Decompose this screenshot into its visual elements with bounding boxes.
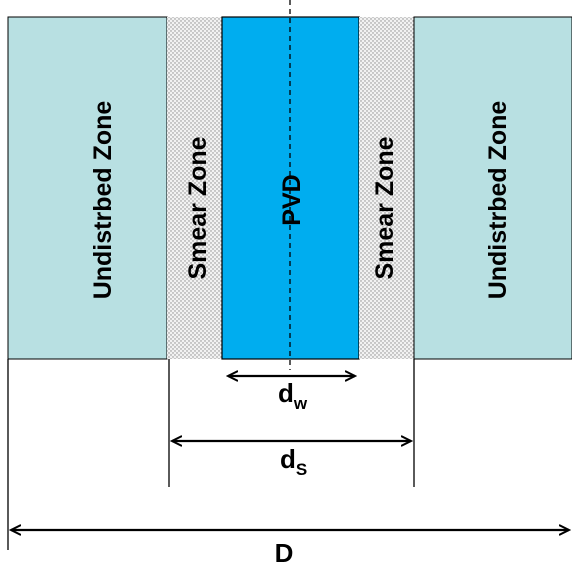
left-undisturbed-label: Undistrbed Zone: [89, 101, 117, 300]
right-undisturbed-zone: [413, 16, 572, 360]
right-smear-zone: [359, 17, 414, 359]
dw-label: dw: [278, 378, 308, 413]
D-label: D: [275, 538, 294, 568]
pvd-label: PVD: [278, 174, 306, 225]
left-undisturbed-zone: [7, 16, 168, 360]
left-smear-zone: [167, 17, 222, 359]
right-undisturbed-label: Undistrbed Zone: [484, 101, 512, 300]
left-smear-label: Smear Zone: [184, 136, 212, 279]
right-smear-label: Smear Zone: [371, 136, 399, 279]
ds-label: dS: [280, 444, 307, 479]
